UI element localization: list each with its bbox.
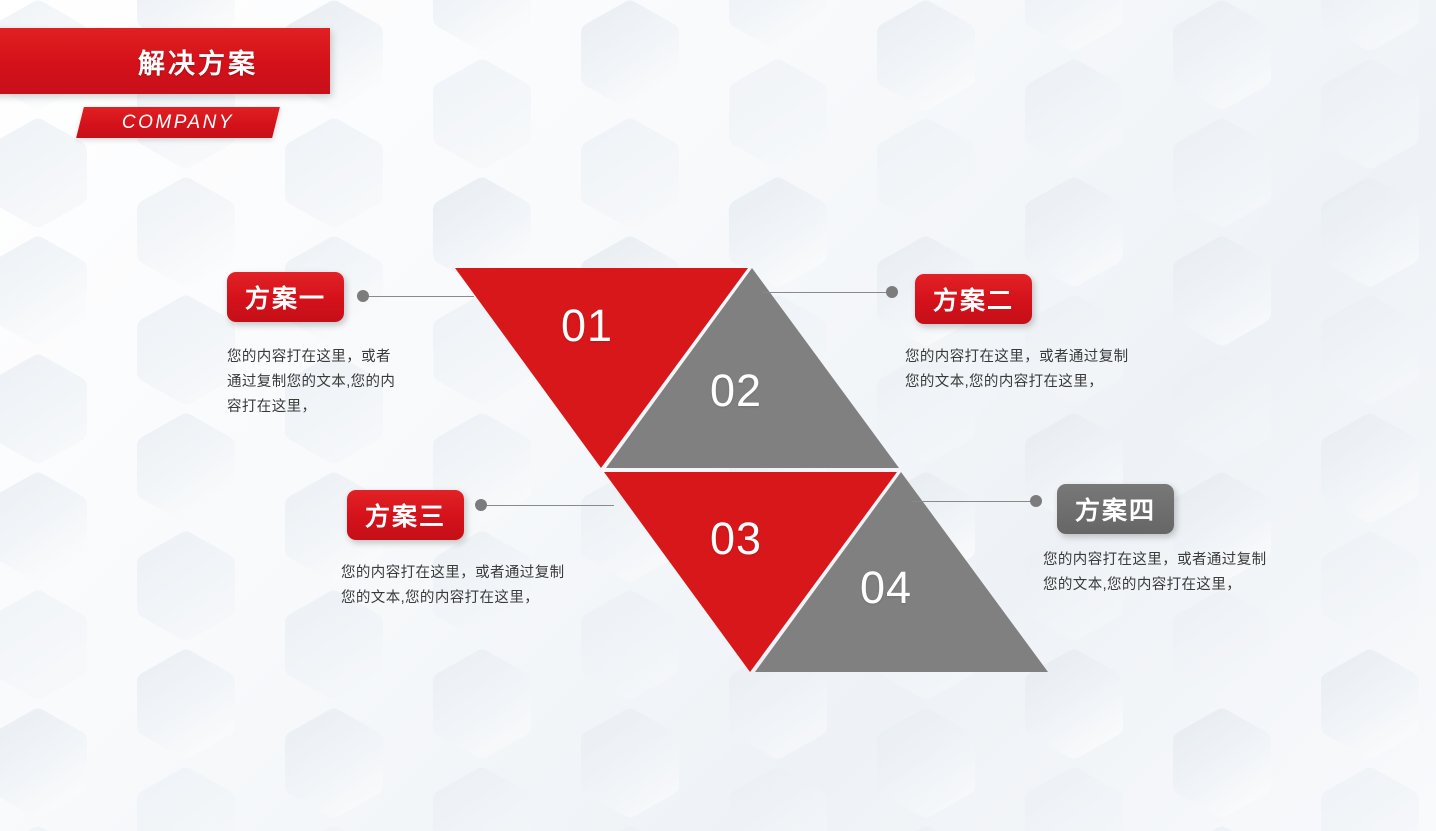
triangle-01[interactable] (455, 268, 748, 468)
body-line: 您的文本,您的内容打在这里， (1043, 577, 1242, 593)
body-line: 您的内容打在这里，或者 (227, 349, 391, 365)
body-line: 通过复制您的文本,您的内 (227, 374, 396, 390)
body-line: 您的内容打在这里，或者通过复制 (1043, 552, 1267, 568)
body-line: 您的文本,您的内容打在这里， (905, 374, 1104, 390)
triangle-number-03: 03 (710, 513, 763, 564)
page-title: 解决方案 (138, 48, 258, 79)
connector-dot-02 (886, 286, 898, 298)
label-chip-text-03: 方案三 (364, 503, 446, 531)
connector-line-02 (763, 292, 893, 293)
label-chip-fangan-yi[interactable]: 方案一 (227, 272, 344, 322)
body-text-01: 您的内容打在这里，或者 通过复制您的文本,您的内 容打在这里， (227, 345, 442, 420)
triangle-02[interactable] (606, 268, 899, 468)
body-line: 容打在这里， (227, 399, 317, 415)
triangle-number-02: 02 (710, 365, 763, 416)
connector-dot-04 (1030, 495, 1042, 507)
body-line: 您的内容打在这里，或者通过复制 (905, 349, 1129, 365)
triangle-number-01: 01 (561, 300, 614, 351)
triangle-number-04: 04 (860, 562, 913, 613)
body-text-04: 您的内容打在这里，或者通过复制 您的文本,您的内容打在这里， (1043, 548, 1333, 598)
label-chip-fangan-san[interactable]: 方案三 (347, 490, 464, 540)
connector-dot-01 (357, 290, 369, 302)
connector-line-01 (364, 296, 474, 297)
label-chip-text-02: 方案二 (932, 287, 1014, 315)
label-chip-text-04: 方案四 (1074, 497, 1156, 525)
label-chip-text-01: 方案一 (244, 285, 326, 313)
body-line: 您的内容打在这里，或者通过复制 (341, 565, 565, 581)
body-text-02: 您的内容打在这里，或者通过复制 您的文本,您的内容打在这里， (905, 345, 1195, 395)
triangle-03[interactable] (604, 472, 897, 672)
connector-line-04 (912, 501, 1037, 502)
triangle-04[interactable] (755, 472, 1048, 672)
title-banner-shape (0, 28, 330, 94)
label-chip-fangan-er[interactable]: 方案二 (915, 274, 1032, 324)
connector-line-03 (481, 505, 614, 506)
body-text-03: 您的内容打在这里，或者通过复制 您的文本,您的内容打在这里， (341, 561, 631, 611)
body-line: 您的文本,您的内容打在这里， (341, 590, 540, 606)
label-chip-fangan-si[interactable]: 方案四 (1057, 484, 1174, 534)
connector-dot-03 (475, 499, 487, 511)
company-subtitle: COMPANY (121, 111, 235, 133)
